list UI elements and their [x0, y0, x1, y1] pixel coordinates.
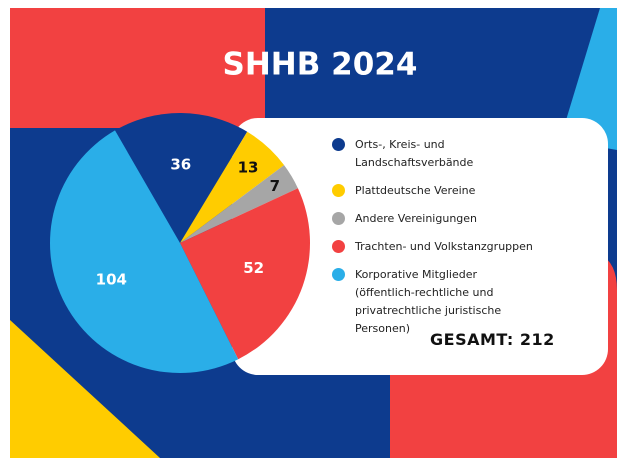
legend-label: Plattdeutsche Vereine: [355, 184, 476, 197]
legend-swatch: [332, 268, 345, 281]
pie-slice: [180, 165, 298, 243]
pie-slice: [115, 113, 248, 244]
legend-item: Korporative Mitglieder (öffentlich-recht…: [330, 266, 590, 338]
data-label: 104: [96, 270, 127, 288]
legend-label: Orts-, Kreis- und Landschaftsverbände: [355, 138, 474, 169]
deco-red: [10, 8, 265, 128]
pie: 36 13 7 52 104: [50, 113, 310, 373]
total-label: GESAMT: 212: [430, 330, 555, 349]
legend: Orts-, Kreis- und Landschaftsverbände Pla…: [330, 136, 590, 348]
pie-slice: [180, 188, 310, 360]
legend-item: Orts-, Kreis- und Landschaftsverbände: [330, 136, 590, 172]
legend-swatch: [332, 212, 345, 225]
deco-yellow: [10, 320, 160, 458]
data-label: 52: [243, 259, 264, 277]
legend-item: Andere Vereinigungen: [330, 210, 590, 228]
legend-swatch: [332, 184, 345, 197]
legend-swatch: [332, 240, 345, 253]
data-label: 13: [238, 158, 259, 176]
legend-item: Trachten- und Volkstanzgruppen: [330, 238, 590, 256]
legend-swatch: [332, 138, 345, 151]
pie-slice: [180, 131, 285, 243]
data-label: 36: [170, 156, 191, 174]
deco-blue: [560, 8, 617, 150]
data-label: 7: [270, 177, 280, 195]
chart-title: SHHB 2024: [223, 47, 418, 83]
legend-label: Trachten- und Volkstanzgruppen: [355, 240, 533, 253]
card: [232, 118, 608, 375]
legend-item: Plattdeutsche Vereine: [330, 182, 590, 200]
legend-label: Andere Vereinigungen: [355, 212, 478, 225]
pie-slice: [50, 130, 239, 373]
legend-label: Korporative Mitglieder (öffentlich-recht…: [355, 268, 502, 335]
